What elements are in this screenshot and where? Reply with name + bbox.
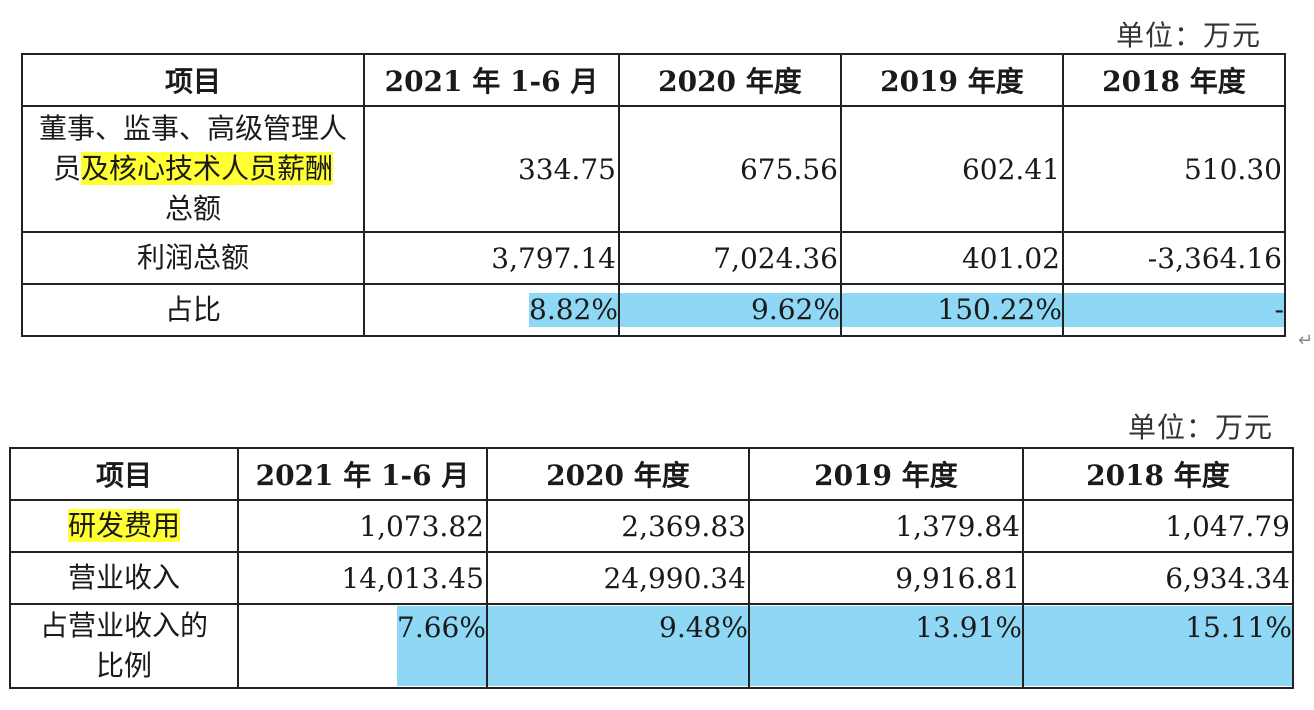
highlighted-value: 9.62%: [620, 293, 839, 327]
label-line: 比例: [95, 649, 152, 682]
cell-value: 510.30: [1061, 105, 1286, 233]
table-row: 营业收入 14,013.45 24,990.34 9,916.81 6,934.…: [9, 551, 1294, 605]
row-label-revenue: 营业收入: [9, 551, 239, 605]
unit-label-2: 单位：万元: [1128, 411, 1274, 444]
highlighted-value: 15.11%: [1024, 606, 1291, 686]
highlighted-text: 及核心技术人员薪酬: [81, 152, 334, 185]
cell-value: 602.41: [839, 105, 1064, 233]
header-2021h1: 2021 年 1-6 月: [363, 53, 620, 107]
cell-value: 1,073.82: [237, 499, 488, 553]
cell-value: 401.02: [839, 231, 1064, 285]
row-label-compensation: 董事、监事、高级管理人 员及核心技术人员薪酬 总额: [21, 105, 365, 233]
cell-ratio: -: [1061, 283, 1286, 337]
label-line: 员: [52, 152, 81, 185]
cell-value: 24,990.34: [485, 551, 750, 605]
cell-value: 1,379.84: [747, 499, 1024, 553]
header-2020: 2020 年度: [617, 53, 842, 107]
cell-value: 1,047.79: [1021, 499, 1294, 553]
cell-ratio: 7.66%: [237, 603, 488, 689]
header-2020: 2020 年度: [485, 447, 750, 501]
header-2019: 2019 年度: [747, 447, 1024, 501]
table-row: 研发费用 1,073.82 2,369.83 1,379.84 1,047.79: [9, 499, 1294, 553]
highlighted-text: 研发费用: [67, 509, 180, 542]
cell-value: 6,934.34: [1021, 551, 1294, 605]
row-label-ratio: 占比: [21, 283, 365, 337]
highlighted-value: 150.22%: [842, 293, 1061, 327]
table-row: 利润总额 3,797.14 7,024.36 401.02 -3,364.16: [21, 231, 1286, 285]
cell-value: 675.56: [617, 105, 842, 233]
cell-value: 3,797.14: [363, 231, 620, 285]
compensation-table: 项目 2021 年 1-6 月 2020 年度 2019 年度 2018 年度 …: [21, 53, 1286, 337]
cell-value: 7,024.36: [617, 231, 842, 285]
header-2018: 2018 年度: [1021, 447, 1294, 501]
header-item: 项目: [9, 447, 239, 501]
table-header-row: 项目 2021 年 1-6 月 2020 年度 2019 年度 2018 年度: [21, 53, 1286, 107]
highlighted-value: 8.82%: [529, 293, 618, 327]
cell-ratio: 15.11%: [1021, 603, 1294, 689]
highlighted-value: -: [1064, 293, 1283, 327]
header-2021h1: 2021 年 1-6 月: [237, 447, 488, 501]
row-label-rd-expense: 研发费用: [9, 499, 239, 553]
cell-ratio: 13.91%: [747, 603, 1024, 689]
table-row: 占比 8.82% 9.62% 150.22% -: [21, 283, 1286, 337]
row-label-total-profit: 利润总额: [21, 231, 365, 285]
cell-ratio: 150.22%: [839, 283, 1064, 337]
cell-value: 334.75: [363, 105, 620, 233]
table-row: 占营业收入的 比例 7.66% 9.48% 13.91% 15.11%: [9, 603, 1294, 689]
return-arrow-icon: ↵: [1298, 330, 1314, 351]
label-line: 董事、监事、高级管理人: [38, 112, 347, 145]
unit-label-1: 单位：万元: [1116, 19, 1262, 52]
table-header-row: 项目 2021 年 1-6 月 2020 年度 2019 年度 2018 年度: [9, 447, 1294, 501]
cell-ratio: 8.82%: [363, 283, 620, 337]
row-label-revenue-ratio: 占营业收入的 比例: [9, 603, 239, 689]
header-item: 项目: [21, 53, 365, 107]
label-line: 总额: [164, 192, 221, 225]
header-2019: 2019 年度: [839, 53, 1064, 107]
label-line: 占营业收入的: [39, 609, 208, 642]
highlighted-value: 9.48%: [488, 606, 747, 686]
header-2018: 2018 年度: [1061, 53, 1286, 107]
cell-value: 2,369.83: [485, 499, 750, 553]
cell-value: 14,013.45: [237, 551, 488, 605]
table-row: 董事、监事、高级管理人 员及核心技术人员薪酬 总额 334.75 675.56 …: [21, 105, 1286, 233]
cell-ratio: 9.48%: [485, 603, 750, 689]
highlighted-value: 13.91%: [750, 606, 1021, 686]
cell-value: 9,916.81: [747, 551, 1024, 605]
cell-ratio: 9.62%: [617, 283, 842, 337]
cell-value: -3,364.16: [1061, 231, 1286, 285]
rd-expense-table: 项目 2021 年 1-6 月 2020 年度 2019 年度 2018 年度 …: [9, 447, 1294, 689]
highlighted-value: 7.66%: [397, 606, 485, 686]
